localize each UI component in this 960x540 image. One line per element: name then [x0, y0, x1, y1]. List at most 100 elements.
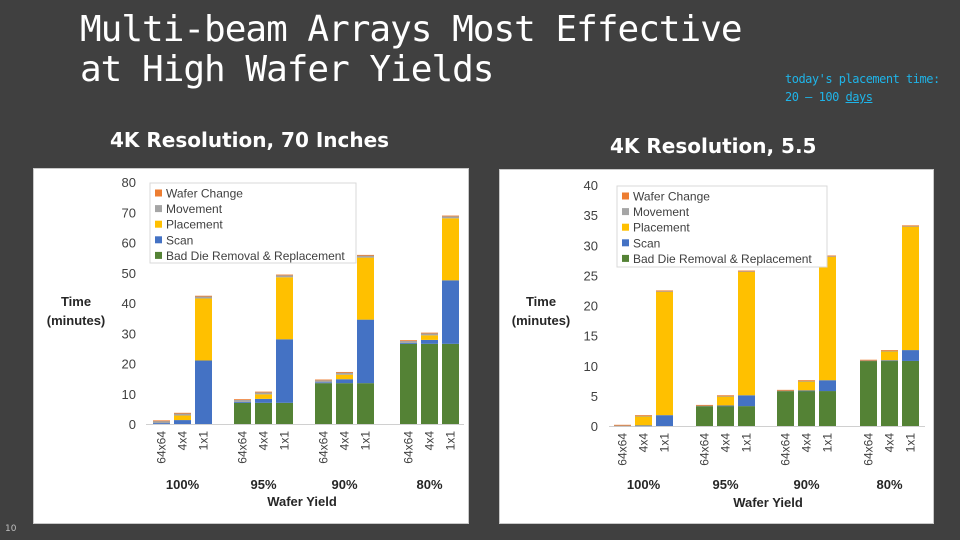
- bar-segment: [153, 420, 170, 422]
- legend-swatch: [622, 223, 629, 231]
- placement-time-note: today's placement time: 20 – 100 days: [785, 70, 940, 106]
- bar-segment: [860, 360, 877, 362]
- y-tick-label: 80: [122, 175, 136, 190]
- bar-segment: [442, 216, 459, 219]
- note-line-1: today's placement time:: [785, 72, 940, 86]
- bar-segment: [902, 350, 919, 361]
- bar-segment: [696, 406, 713, 426]
- y-tick-label: 0: [591, 419, 598, 434]
- bar-segment: [717, 406, 734, 426]
- note-line-2: 20 – 100 days: [785, 88, 940, 106]
- slide-title: Multi-beam Arrays Most Effective at High…: [80, 9, 743, 90]
- bar-segment: [738, 270, 755, 272]
- legend-swatch: [622, 192, 629, 200]
- category-label: 64x64: [862, 433, 876, 466]
- y-tick-label: 30: [122, 326, 136, 341]
- bar-segment: [696, 404, 713, 406]
- bar-segment: [421, 335, 438, 340]
- bar-segment: [276, 402, 293, 424]
- bar-segment: [777, 390, 794, 392]
- category-label: 4x4: [176, 431, 190, 451]
- bar-segment: [357, 257, 374, 320]
- legend-label: Movement: [633, 205, 690, 219]
- legend-label: Scan: [166, 233, 193, 247]
- x-axis-title: Wafer Yield: [267, 494, 337, 509]
- bar-segment: [902, 225, 919, 227]
- bar-segment: [400, 340, 417, 342]
- bar-segment: [234, 401, 251, 403]
- bar-segment: [276, 277, 293, 340]
- y-tick-label: 5: [591, 389, 598, 404]
- group-label: 95%: [250, 477, 276, 492]
- category-label: 1x1: [740, 433, 754, 453]
- bar-segment: [635, 416, 652, 426]
- bar-segment: [153, 423, 170, 424]
- bar-segment: [421, 333, 438, 336]
- legend-swatch: [622, 254, 629, 262]
- bar-segment: [656, 290, 673, 292]
- legend-swatch: [622, 208, 629, 216]
- group-label: 80%: [876, 477, 902, 492]
- bar-segment: [881, 360, 898, 426]
- bar-segment: [174, 415, 191, 421]
- group-label: 90%: [331, 477, 357, 492]
- bar-segment: [442, 280, 459, 344]
- category-label: 1x1: [444, 431, 458, 451]
- bar-segment: [738, 406, 755, 426]
- bar-segment: [798, 390, 815, 392]
- chart-right-panel: 0 5 10 15 20 25 30 35 40 Time (minutes) 64x64 4x4 1x1…: [499, 169, 934, 524]
- legend-label: Movement: [166, 202, 223, 216]
- bar-segment: [357, 319, 374, 384]
- slide-title-line-2: at High Wafer Yields: [80, 49, 494, 90]
- category-label: 4x4: [800, 433, 814, 453]
- bar-segment: [442, 343, 459, 424]
- note-days-link[interactable]: days: [845, 90, 873, 104]
- category-label: 4x4: [257, 431, 271, 451]
- bar-segment: [717, 396, 734, 406]
- bar-segment: [717, 405, 734, 407]
- bar-segment: [819, 391, 836, 426]
- legend-swatch: [155, 205, 162, 213]
- bar-segment: [195, 360, 212, 424]
- legend-swatch: [622, 239, 629, 247]
- category-label: 4x4: [338, 431, 352, 451]
- bar-segment: [614, 425, 631, 427]
- category-label: 4x4: [883, 433, 897, 453]
- y-tick-label: 30: [584, 238, 598, 253]
- slide-title-line-1: Multi-beam Arrays Most Effective: [80, 9, 743, 50]
- bar-segment: [656, 415, 673, 426]
- legend-label: Wafer Change: [166, 187, 243, 201]
- category-label: 1x1: [359, 431, 373, 451]
- bar-segment: [195, 295, 212, 297]
- bar-segment: [881, 351, 898, 361]
- legend-box: [149, 182, 357, 264]
- y-tick-label: 50: [122, 266, 136, 281]
- bar-segment: [400, 343, 417, 424]
- bar-segment: [276, 274, 293, 276]
- chart-right-title: 4K Resolution, 5.5: [610, 134, 817, 158]
- legend-label: Scan: [633, 236, 660, 250]
- bar-segment: [738, 395, 755, 407]
- bar-segment: [777, 391, 794, 426]
- y-tick-label: 60: [122, 236, 136, 251]
- legend-swatch: [155, 236, 162, 244]
- y-axis-title-line-2: (minutes): [512, 313, 571, 328]
- chart-left: 0 10 20 30 40 50 60 70 80 Time (minutes) 64x64 4x4 1x…: [47, 175, 464, 509]
- category-label: 64x64: [317, 431, 331, 464]
- bar-segment: [255, 402, 272, 424]
- group-label: 80%: [416, 477, 442, 492]
- chart-right: 0 5 10 15 20 25 30 35 40 Time (minutes) 64x64 4x4 1x1…: [512, 178, 925, 510]
- y-tick-label: 25: [584, 268, 598, 283]
- bar-segment: [798, 381, 815, 391]
- bar-segment: [738, 271, 755, 396]
- bar-segment: [798, 391, 815, 426]
- y-tick-label: 10: [122, 387, 136, 402]
- bar-segment: [315, 380, 332, 383]
- category-label: 64x64: [402, 431, 416, 464]
- bar-segment: [421, 343, 438, 424]
- bar-segment: [656, 291, 673, 416]
- bar-segment: [635, 415, 652, 417]
- bar-segment: [881, 350, 898, 352]
